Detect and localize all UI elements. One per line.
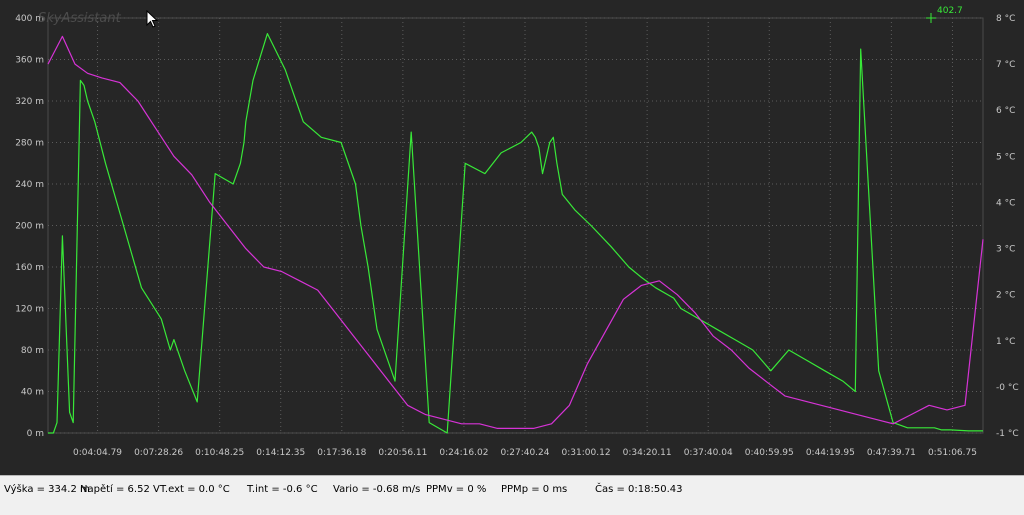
- x-tick-label: 0:47:39.71: [867, 448, 916, 458]
- chart-footer: [0, 460, 1024, 475]
- x-tick-label: 0:34:20.11: [623, 448, 672, 458]
- status-temp-int: T.int = -0.6 °C: [247, 484, 318, 495]
- y-right-tick-label: 4 °C: [996, 198, 1015, 208]
- y-right-tick-label: 7 °C: [996, 60, 1015, 70]
- y-left-tick-label: 400 m: [15, 14, 44, 24]
- series-line-2: [47, 35, 984, 429]
- status-vario: Vario = -0.68 m/s: [333, 484, 421, 495]
- x-tick-label: 0:31:00.12: [562, 448, 611, 458]
- x-tick-label: 0:07:28.26: [134, 448, 183, 458]
- y-left-tick-label: 120 m: [15, 305, 44, 315]
- y-right-tick-label: 5 °C: [996, 152, 1015, 162]
- status-voltage: Napětí = 6.52 V: [80, 484, 160, 495]
- app-title: SkyAssistant: [38, 11, 122, 26]
- x-tick-label: 0:17:36.18: [317, 448, 366, 458]
- x-tick-label: 0:40:59.95: [745, 448, 794, 458]
- series-line-1: [48, 33, 983, 434]
- y-left-tick-label: 280 m: [15, 139, 44, 149]
- grid: [47, 17, 984, 434]
- x-tick-label: 0:10:48.25: [195, 448, 244, 458]
- right-axis-ticks: -1 °C -0 °C 1 °C 2 °C 3 °C 4 °C 5 °C 6 °C 7 °C 8 …: [996, 14, 1019, 439]
- y-left-tick-label: 80 m: [21, 346, 44, 356]
- x-tick-label: 0:44:19.95: [806, 448, 855, 458]
- status-temp-ext: T.ext = 0.0 °C: [160, 484, 230, 495]
- y-right-tick-label: 3 °C: [996, 245, 1015, 255]
- y-right-tick-label: 2 °C: [996, 291, 1015, 301]
- x-tick-label: 0:14:12.35: [256, 448, 305, 458]
- y-left-tick-label: 0 m: [27, 429, 44, 439]
- y-left-tick-label: 320 m: [15, 97, 44, 107]
- status-ppmv: PPMv = 0 %: [426, 484, 487, 495]
- y-right-tick-label: 8 °C: [996, 14, 1015, 24]
- y-left-tick-label: 200 m: [15, 222, 44, 232]
- y-right-tick-label: 1 °C: [996, 337, 1015, 347]
- y-right-tick-label: -1 °C: [996, 429, 1019, 439]
- y-left-tick-label: 360 m: [15, 56, 44, 66]
- status-time: Čas = 0:18:50.43: [595, 484, 683, 495]
- y-left-tick-label: 240 m: [15, 180, 44, 190]
- x-tick-label: 0:27:40.24: [500, 448, 549, 458]
- x-tick-label: 0:24:16.02: [439, 448, 488, 458]
- left-axis-ticks: 0 m 40 m 80 m 120 m 160 m 200 m 240 m 280 m 320 …: [15, 14, 44, 439]
- x-tick-label: 0:51:06.75: [928, 448, 977, 458]
- y-right-tick-label: 6 °C: [996, 106, 1015, 116]
- chart-svg[interactable]: 0 m 40 m 80 m 120 m 160 m 200 m 240 m 280 m 320 …: [0, 0, 1024, 460]
- status-ppmp: PPMp = 0 ms: [501, 484, 568, 495]
- peak-marker: 402.7: [926, 6, 963, 23]
- series-group: [47, 33, 984, 434]
- peak-label: 402.7: [937, 6, 963, 16]
- x-tick-label: 0:04:04.79: [73, 448, 122, 458]
- mouse-cursor-icon: [146, 10, 159, 28]
- y-right-tick-label: -0 °C: [996, 383, 1019, 393]
- x-tick-label: 0:37:40.04: [684, 448, 733, 458]
- status-altitude: Výška = 334.2 m: [4, 484, 90, 495]
- x-axis-ticks: 0:04:04.79 0:07:28.26 0:10:48.25 0:14:12.35…: [73, 448, 977, 458]
- y-left-tick-label: 40 m: [21, 388, 44, 398]
- x-tick-label: 0:20:56.11: [378, 448, 427, 458]
- y-left-tick-label: 160 m: [15, 263, 44, 273]
- plot-area[interactable]: 0 m 40 m 80 m 120 m 160 m 200 m 240 m 280 m 320 …: [0, 0, 1024, 460]
- status-bar: Výška = 334.2 m Napětí = 6.52 V T.ext = …: [0, 475, 1024, 515]
